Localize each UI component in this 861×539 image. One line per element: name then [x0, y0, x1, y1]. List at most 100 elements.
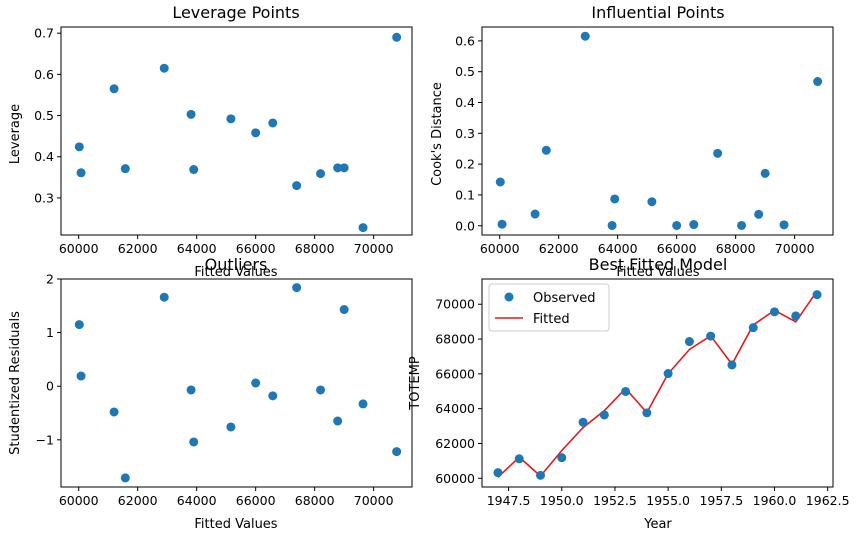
fitted-model-ylabel: TOTEMP: [408, 356, 423, 411]
data-point: [541, 145, 551, 155]
observed-point: [557, 453, 567, 463]
axes-frame: [60, 278, 413, 488]
data-point: [186, 109, 196, 119]
data-point: [74, 320, 84, 330]
data-point: [672, 220, 682, 230]
data-point: [339, 305, 349, 315]
observed-point: [684, 337, 694, 347]
y-tick-label: 70000: [435, 297, 475, 312]
y-tick-label: 0.3: [455, 126, 475, 141]
data-point: [713, 148, 723, 158]
leverage-xlabel: Fitted Values: [194, 265, 277, 280]
data-point: [495, 177, 505, 187]
legend-fitted-label: Fitted: [533, 312, 570, 327]
observed-point: [621, 386, 631, 396]
data-point: [186, 385, 196, 395]
fitted-line: [497, 290, 818, 478]
data-point: [120, 164, 130, 174]
data-point: [689, 220, 699, 230]
data-point: [109, 84, 119, 94]
observed-point: [727, 360, 737, 370]
y-tick-label: 0.2: [455, 157, 475, 172]
y-tick-label: 0.5: [455, 64, 475, 79]
x-tick-label: 70000: [354, 493, 394, 508]
influential-title: Influential Points: [591, 3, 724, 22]
data-point: [580, 31, 590, 41]
x-tick-label: 68000: [295, 241, 335, 256]
legend-observed-label: Observed: [533, 291, 596, 306]
x-tick-label: 68000: [716, 241, 756, 256]
outliers-title: Outliers: [205, 255, 268, 274]
leverage-ylabel: Leverage: [8, 104, 23, 164]
data-point: [316, 385, 326, 395]
data-point: [292, 283, 302, 293]
x-tick-label: 62000: [539, 241, 579, 256]
observed-point: [514, 454, 524, 464]
x-tick-label: 1950.0: [540, 493, 584, 508]
data-point: [251, 378, 261, 388]
x-tick-label: 64000: [177, 241, 217, 256]
observed-point: [770, 307, 779, 317]
outliers-xlabel: Fitted Values: [194, 517, 277, 532]
data-point: [737, 220, 747, 230]
data-point: [76, 168, 86, 178]
x-tick-label: 1960.0: [753, 493, 797, 508]
leverage-points-panel: Leverage Points Fitted Values Leverage 6…: [8, 3, 413, 280]
observed-point: [791, 311, 801, 321]
data-point: [189, 165, 199, 175]
data-point: [333, 163, 343, 173]
y-tick-label: 66000: [435, 366, 475, 381]
data-point: [268, 118, 278, 128]
y-tick-label: 68000: [435, 332, 475, 347]
data-point: [74, 142, 84, 152]
y-tick-label: 0.4: [455, 95, 475, 110]
best-fitted-model-panel: Best Fitted Model Year TOTEMP 1947.5 1950…: [408, 255, 850, 532]
y-tick-label: 0.4: [34, 149, 54, 164]
fitted-model-title: Best Fitted Model: [589, 255, 728, 274]
observed-point: [812, 290, 822, 300]
observed-point: [578, 417, 588, 427]
y-tick-label: 0.0: [455, 218, 475, 233]
data-point: [813, 77, 823, 87]
data-point: [189, 437, 199, 447]
y-tick-label: 0.6: [34, 67, 54, 82]
data-point: [292, 181, 302, 191]
legend-box: [488, 283, 610, 332]
x-tick-label: 1955.0: [646, 493, 690, 508]
y-tick-label: 0.5: [34, 108, 54, 123]
x-tick-label: 66000: [236, 241, 276, 256]
outliers-ylabel: Studentized Residuals: [8, 311, 23, 455]
observed-point: [493, 468, 503, 478]
data-point: [497, 219, 507, 229]
observed-point: [706, 331, 716, 341]
data-point: [358, 399, 368, 409]
observed-point: [748, 323, 758, 333]
influential-points-panel: Influential Points Fitted Values Cook's …: [430, 3, 834, 280]
data-point: [530, 209, 540, 219]
x-tick-label: 1962.5: [806, 493, 850, 508]
x-tick-label: 60000: [480, 241, 520, 256]
data-point: [392, 32, 402, 42]
data-point: [120, 473, 130, 483]
axes-frame: [481, 278, 834, 488]
data-point: [754, 209, 764, 219]
data-point: [760, 168, 770, 178]
data-point: [159, 63, 169, 73]
data-point: [316, 169, 326, 179]
data-point: [109, 407, 119, 417]
x-tick-label: 1947.5: [487, 493, 531, 508]
x-tick-label: 68000: [295, 493, 335, 508]
y-tick-label: 62000: [435, 436, 475, 451]
data-point: [333, 416, 343, 426]
data-point: [610, 194, 620, 204]
x-tick-label: 64000: [598, 241, 638, 256]
legend: Observed Fitted: [488, 283, 610, 332]
observed-point: [642, 408, 652, 418]
y-tick-label: −1: [36, 432, 54, 447]
axes-frame: [60, 26, 413, 236]
data-point: [251, 128, 261, 138]
y-tick-label: 0.6: [455, 33, 475, 48]
x-tick-label: 66000: [657, 241, 697, 256]
y-tick-label: 1: [46, 325, 54, 340]
